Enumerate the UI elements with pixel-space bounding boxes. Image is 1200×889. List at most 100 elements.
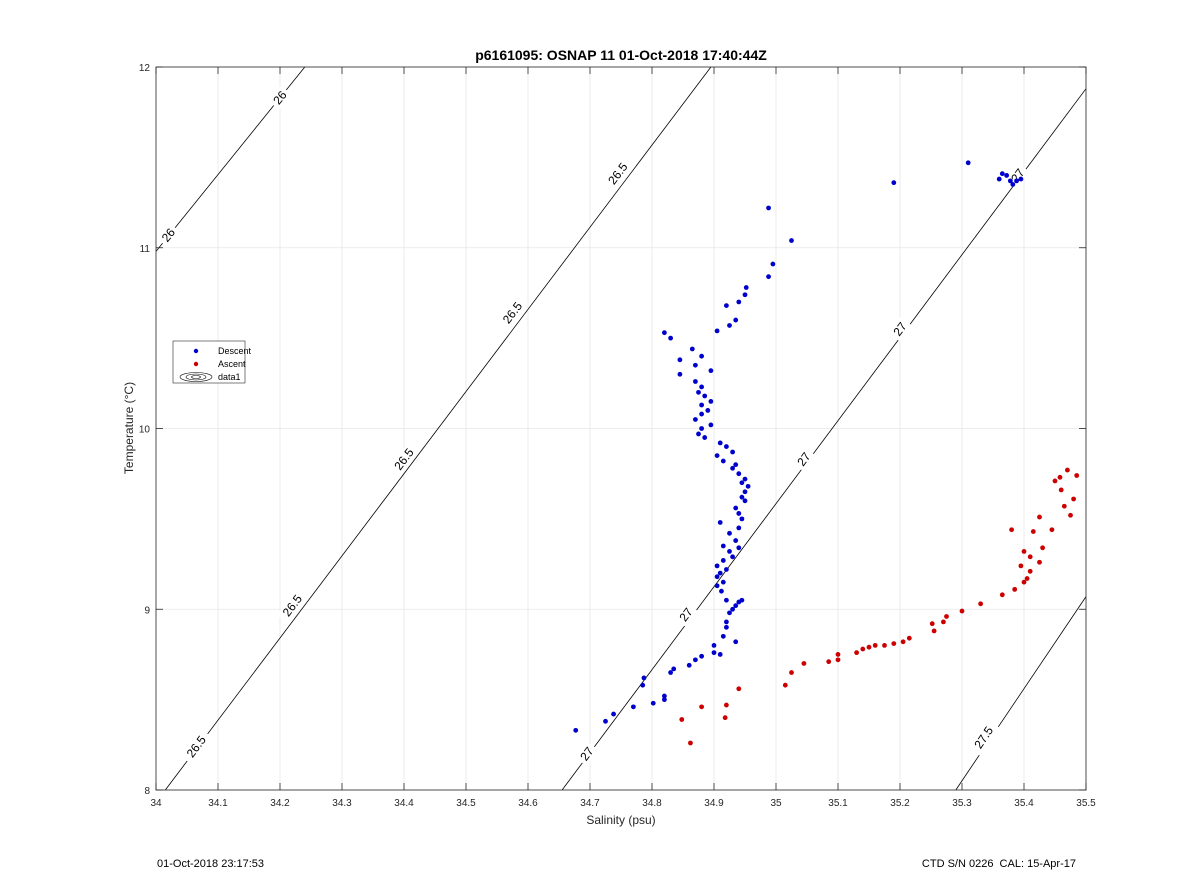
ascent-point — [1021, 549, 1027, 554]
descent-point — [708, 422, 714, 428]
contour-label-bg — [156, 222, 181, 248]
series-ascent — [679, 467, 1080, 746]
descent-point — [702, 435, 708, 440]
ascent-point — [724, 702, 729, 708]
ascent-point — [835, 657, 841, 663]
ascent-point — [900, 639, 906, 645]
legend: Descent Ascent data1 — [172, 340, 252, 384]
ascent-point — [688, 740, 693, 746]
y-tick-label: 8 — [144, 786, 150, 797]
ascent-point — [1065, 467, 1070, 473]
descent-point — [736, 511, 742, 516]
ascent-point — [1024, 576, 1030, 581]
legend-descent-marker — [193, 348, 199, 354]
descent-point — [714, 574, 720, 580]
descent-point — [714, 453, 720, 459]
y-axis-ticks: 8 9 10 11 12 — [139, 63, 1086, 797]
descent-point — [724, 444, 729, 449]
legend-contour-icon — [179, 372, 213, 382]
x-tick-label: 35.2 — [890, 798, 910, 809]
descent-point — [699, 353, 704, 359]
descent-point — [730, 449, 735, 455]
ascent-point — [944, 614, 949, 619]
descent-point — [736, 471, 742, 477]
descent-point — [724, 303, 729, 308]
descent-point — [720, 633, 726, 639]
descent-point — [733, 538, 739, 543]
contour-label-bg — [180, 728, 213, 765]
descent-point — [733, 317, 739, 323]
ascent-point — [1027, 568, 1033, 574]
descent-point — [708, 398, 714, 404]
ascent-point — [978, 601, 983, 607]
x-tick-label: 35.3 — [952, 798, 972, 809]
ascent-point — [1052, 478, 1058, 484]
descent-point — [789, 238, 794, 243]
descent-point — [742, 489, 748, 495]
ascent-point — [866, 644, 872, 650]
contour-label-27-5: 27.5 — [968, 719, 1000, 756]
descent-point — [696, 389, 701, 395]
ascent-point — [789, 670, 794, 675]
descent-point — [662, 693, 667, 699]
descent-point — [677, 357, 683, 363]
descent-point — [999, 171, 1005, 177]
descent-point — [693, 362, 698, 368]
ascent-point — [906, 635, 912, 641]
ascent-point — [1074, 473, 1080, 478]
descent-point — [573, 727, 579, 733]
contour-label-bg — [268, 85, 292, 110]
ascent-point — [679, 717, 685, 722]
descent-point — [699, 426, 704, 431]
descent-point — [641, 675, 647, 681]
x-tick-label: 35.4 — [1014, 798, 1034, 809]
contour-label-bg — [674, 602, 698, 627]
descent-point — [766, 205, 771, 211]
descent-point — [733, 505, 739, 511]
contour-27-5 — [955, 596, 1087, 791]
descent-point — [717, 440, 723, 446]
x-axis-label: Salinity (psu) — [586, 813, 655, 827]
contour-label-27: 27 — [792, 447, 816, 472]
y-tick-label: 12 — [139, 63, 151, 74]
ascent-point — [736, 686, 742, 692]
descent-point — [668, 335, 673, 341]
descent-point — [611, 711, 616, 717]
ascent-point — [1009, 527, 1014, 533]
descent-point — [742, 292, 748, 298]
descent-point — [662, 697, 667, 703]
descent-point — [720, 458, 726, 464]
descent-point — [727, 549, 732, 554]
descent-point — [724, 624, 729, 630]
descent-point — [714, 563, 720, 569]
descent-point — [996, 176, 1002, 182]
ascent-point — [941, 619, 946, 625]
ascent-point — [835, 652, 841, 657]
descent-point — [702, 393, 708, 399]
descent-point — [720, 543, 726, 549]
descent-point — [662, 330, 667, 336]
descent-point — [686, 662, 692, 668]
descent-point — [724, 619, 729, 625]
data-series — [573, 160, 1080, 746]
x-tick-label: 34.1 — [208, 798, 228, 809]
descent-point — [720, 579, 726, 585]
x-tick-label: 34 — [150, 798, 162, 809]
contour-label-bg — [388, 441, 420, 478]
descent-point — [739, 597, 745, 603]
contour-label-bg — [602, 155, 634, 192]
x-tick-label: 34.6 — [518, 798, 538, 809]
descent-point — [739, 516, 745, 522]
ascent-point — [931, 628, 937, 634]
ascent-point — [891, 641, 897, 646]
legend-ascent-label: Ascent — [218, 359, 246, 369]
descent-point — [693, 417, 698, 422]
chart-title: p6161095: OSNAP 11 01-Oct-2018 17:40:44Z — [475, 47, 767, 63]
ascent-point — [801, 661, 807, 666]
x-tick-label: 35.5 — [1076, 798, 1096, 809]
descent-point — [720, 558, 726, 563]
descent-point — [745, 483, 751, 489]
descent-point — [671, 666, 677, 672]
descent-point — [739, 494, 745, 500]
